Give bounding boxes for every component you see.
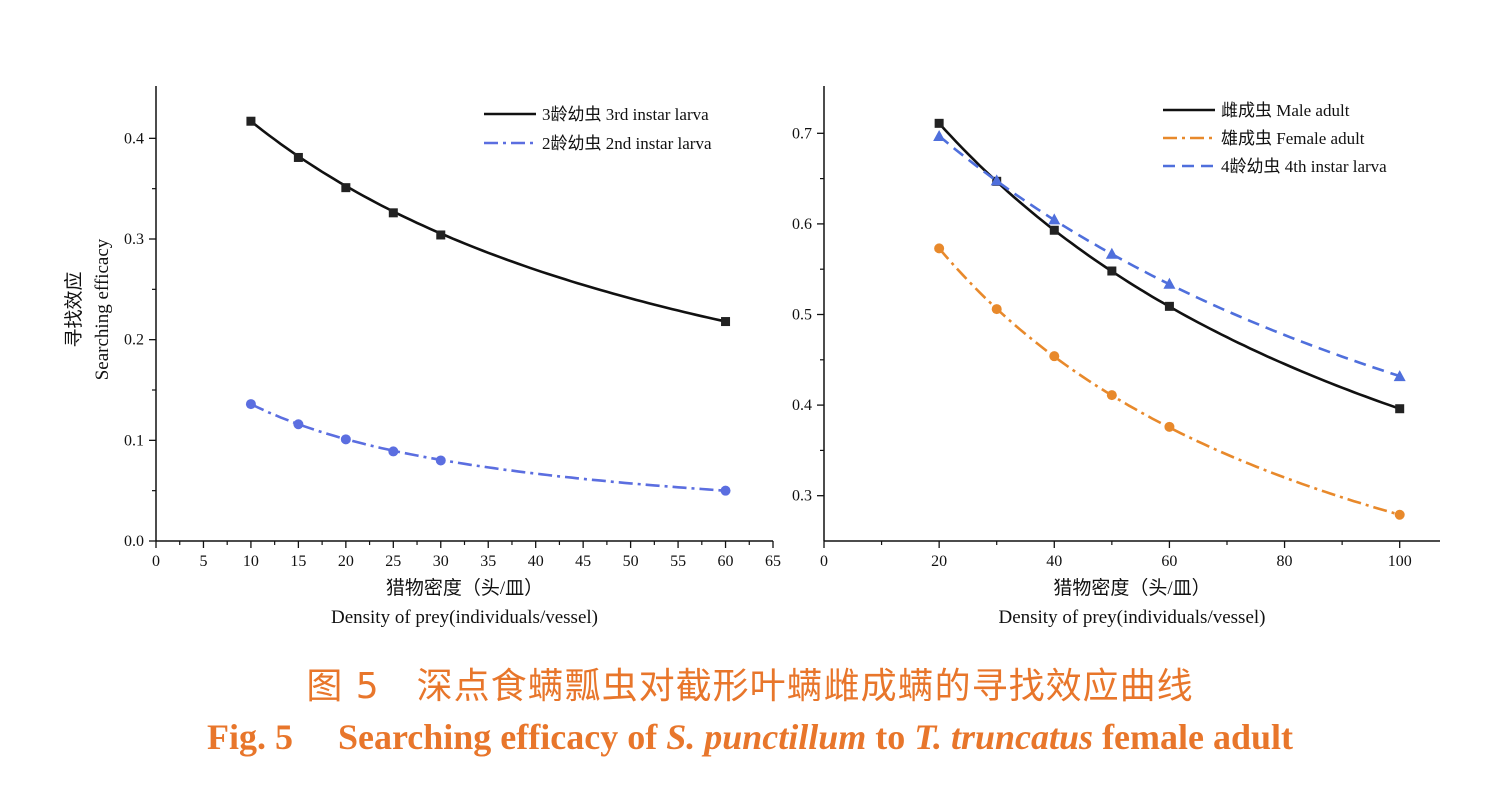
x-axis-label-en: Density of prey(individuals/vessel) [331, 607, 598, 628]
legend-label: 3龄幼虫 3rd instar larva [542, 105, 709, 124]
x-tick-label: 100 [1388, 553, 1412, 570]
data-point-square [436, 230, 446, 240]
y-tick-label: 0.3 [124, 231, 144, 248]
x-tick-label: 60 [718, 553, 734, 570]
x-tick-label: 50 [623, 553, 639, 570]
data-point-square [934, 118, 944, 128]
x-tick-label: 65 [765, 553, 781, 570]
data-point-circle [1049, 351, 1060, 362]
data-point-circle [293, 419, 304, 430]
y-tick-label: 0.1 [124, 432, 144, 449]
x-tick-label: 0 [152, 553, 160, 570]
x-tick-label: 40 [528, 553, 544, 570]
data-point-square [1395, 404, 1405, 414]
y-tick-label: 0.2 [124, 332, 144, 349]
data-point-square [1049, 225, 1059, 235]
x-tick-label: 20 [338, 553, 354, 570]
data-point-triangle [1163, 277, 1176, 289]
caption-species-prey: T. truncatus [914, 717, 1094, 757]
caption-text-2: to [875, 717, 906, 757]
x-tick-label: 20 [931, 553, 947, 570]
figure-area: 0 5 10 15 20 25 30 35 40 45 50 55 60 65 0.0 0.1 0.2 0.3 0.… [63, 86, 1440, 628]
y-tick-label: 0.4 [792, 397, 812, 414]
x-axis-label-cn: 猎物密度（头/皿） [1053, 577, 1210, 599]
x-tick-label: 40 [1046, 553, 1062, 570]
caption-chinese: 图 5 深点食螨瓢虫对截形叶螨雌成螨的寻找效应曲线 [306, 666, 1194, 707]
data-point-triangle [1048, 213, 1061, 225]
x-tick-label: 80 [1277, 553, 1293, 570]
x-tick-label: 30 [433, 553, 449, 570]
y-axis-label-en: Searching efficacy [92, 238, 113, 380]
series-line [250, 120, 726, 323]
data-point-circle [435, 455, 446, 466]
data-point-circle [340, 434, 351, 445]
y-tick-label: 0.4 [124, 130, 144, 147]
data-point-triangle [990, 174, 1003, 186]
y-tick-label: 0.5 [792, 307, 812, 324]
data-point-square [341, 183, 351, 193]
data-point-square [246, 116, 256, 126]
caption-figure-number: Fig. 5 [206, 717, 293, 757]
x-tick-label: 45 [575, 553, 591, 570]
x-tick-label: 0 [820, 553, 828, 570]
y-tick-label: 0.7 [792, 125, 812, 142]
y-tick-label: 0.0 [124, 533, 144, 550]
data-point-circle [720, 485, 731, 496]
caption-text-1: Searching efficacy of [337, 717, 658, 757]
x-tick-label: 15 [290, 553, 306, 570]
x-tick-label: 10 [243, 553, 259, 570]
data-point-circle [1164, 421, 1175, 432]
data-point-square [293, 152, 303, 162]
caption-species-predator: S. punctillum [666, 717, 867, 757]
caption-text-3: female adult [1102, 717, 1294, 757]
x-tick-label: 55 [670, 553, 686, 570]
data-point-square [721, 317, 731, 327]
data-point-circle [991, 304, 1002, 315]
data-point-square [1164, 301, 1174, 311]
caption-english: Fig. 5 Searching efficacy of S. punctill… [0, 716, 1500, 758]
legend-label: 2龄幼虫 2nd instar larva [542, 134, 712, 153]
data-point-circle [1394, 509, 1405, 520]
data-point-square [1107, 266, 1117, 276]
y-tick-label: 0.3 [792, 488, 812, 505]
legend-label: 雌成虫 Male adult [1221, 101, 1350, 120]
x-tick-label: 5 [199, 553, 207, 570]
data-point-triangle [933, 130, 946, 142]
x-tick-label: 25 [385, 553, 401, 570]
x-axis-label-cn: 猎物密度（头/皿） [386, 577, 543, 599]
data-point-circle [245, 399, 256, 410]
data-point-circle [1106, 390, 1117, 401]
legend-label: 雄成虫 Female adult [1221, 129, 1365, 148]
series-line [938, 247, 1401, 516]
series-line [250, 402, 726, 492]
data-point-circle [388, 446, 399, 457]
x-tick-label: 60 [1161, 553, 1177, 570]
y-tick-label: 0.6 [792, 216, 812, 233]
y-axis-label-cn: 寻找效应 [63, 271, 85, 347]
right-chart: 0 20 40 60 80 100 0.3 0.4 0.5 0.6 0.7 猎物密度（头/皿） Dens… [792, 86, 1440, 628]
left-chart: 0 5 10 15 20 25 30 35 40 45 50 55 60 65 0.0 0.1 0.2 0.3 0.… [63, 86, 781, 628]
data-point-triangle [1393, 370, 1406, 382]
x-tick-label: 35 [480, 553, 496, 570]
data-point-square [388, 208, 398, 218]
legend-label: 4龄幼虫 4th instar larva [1221, 157, 1387, 176]
x-axis-label-en: Density of prey(individuals/vessel) [998, 607, 1265, 628]
data-point-triangle [1105, 247, 1118, 259]
data-point-circle [934, 243, 945, 254]
